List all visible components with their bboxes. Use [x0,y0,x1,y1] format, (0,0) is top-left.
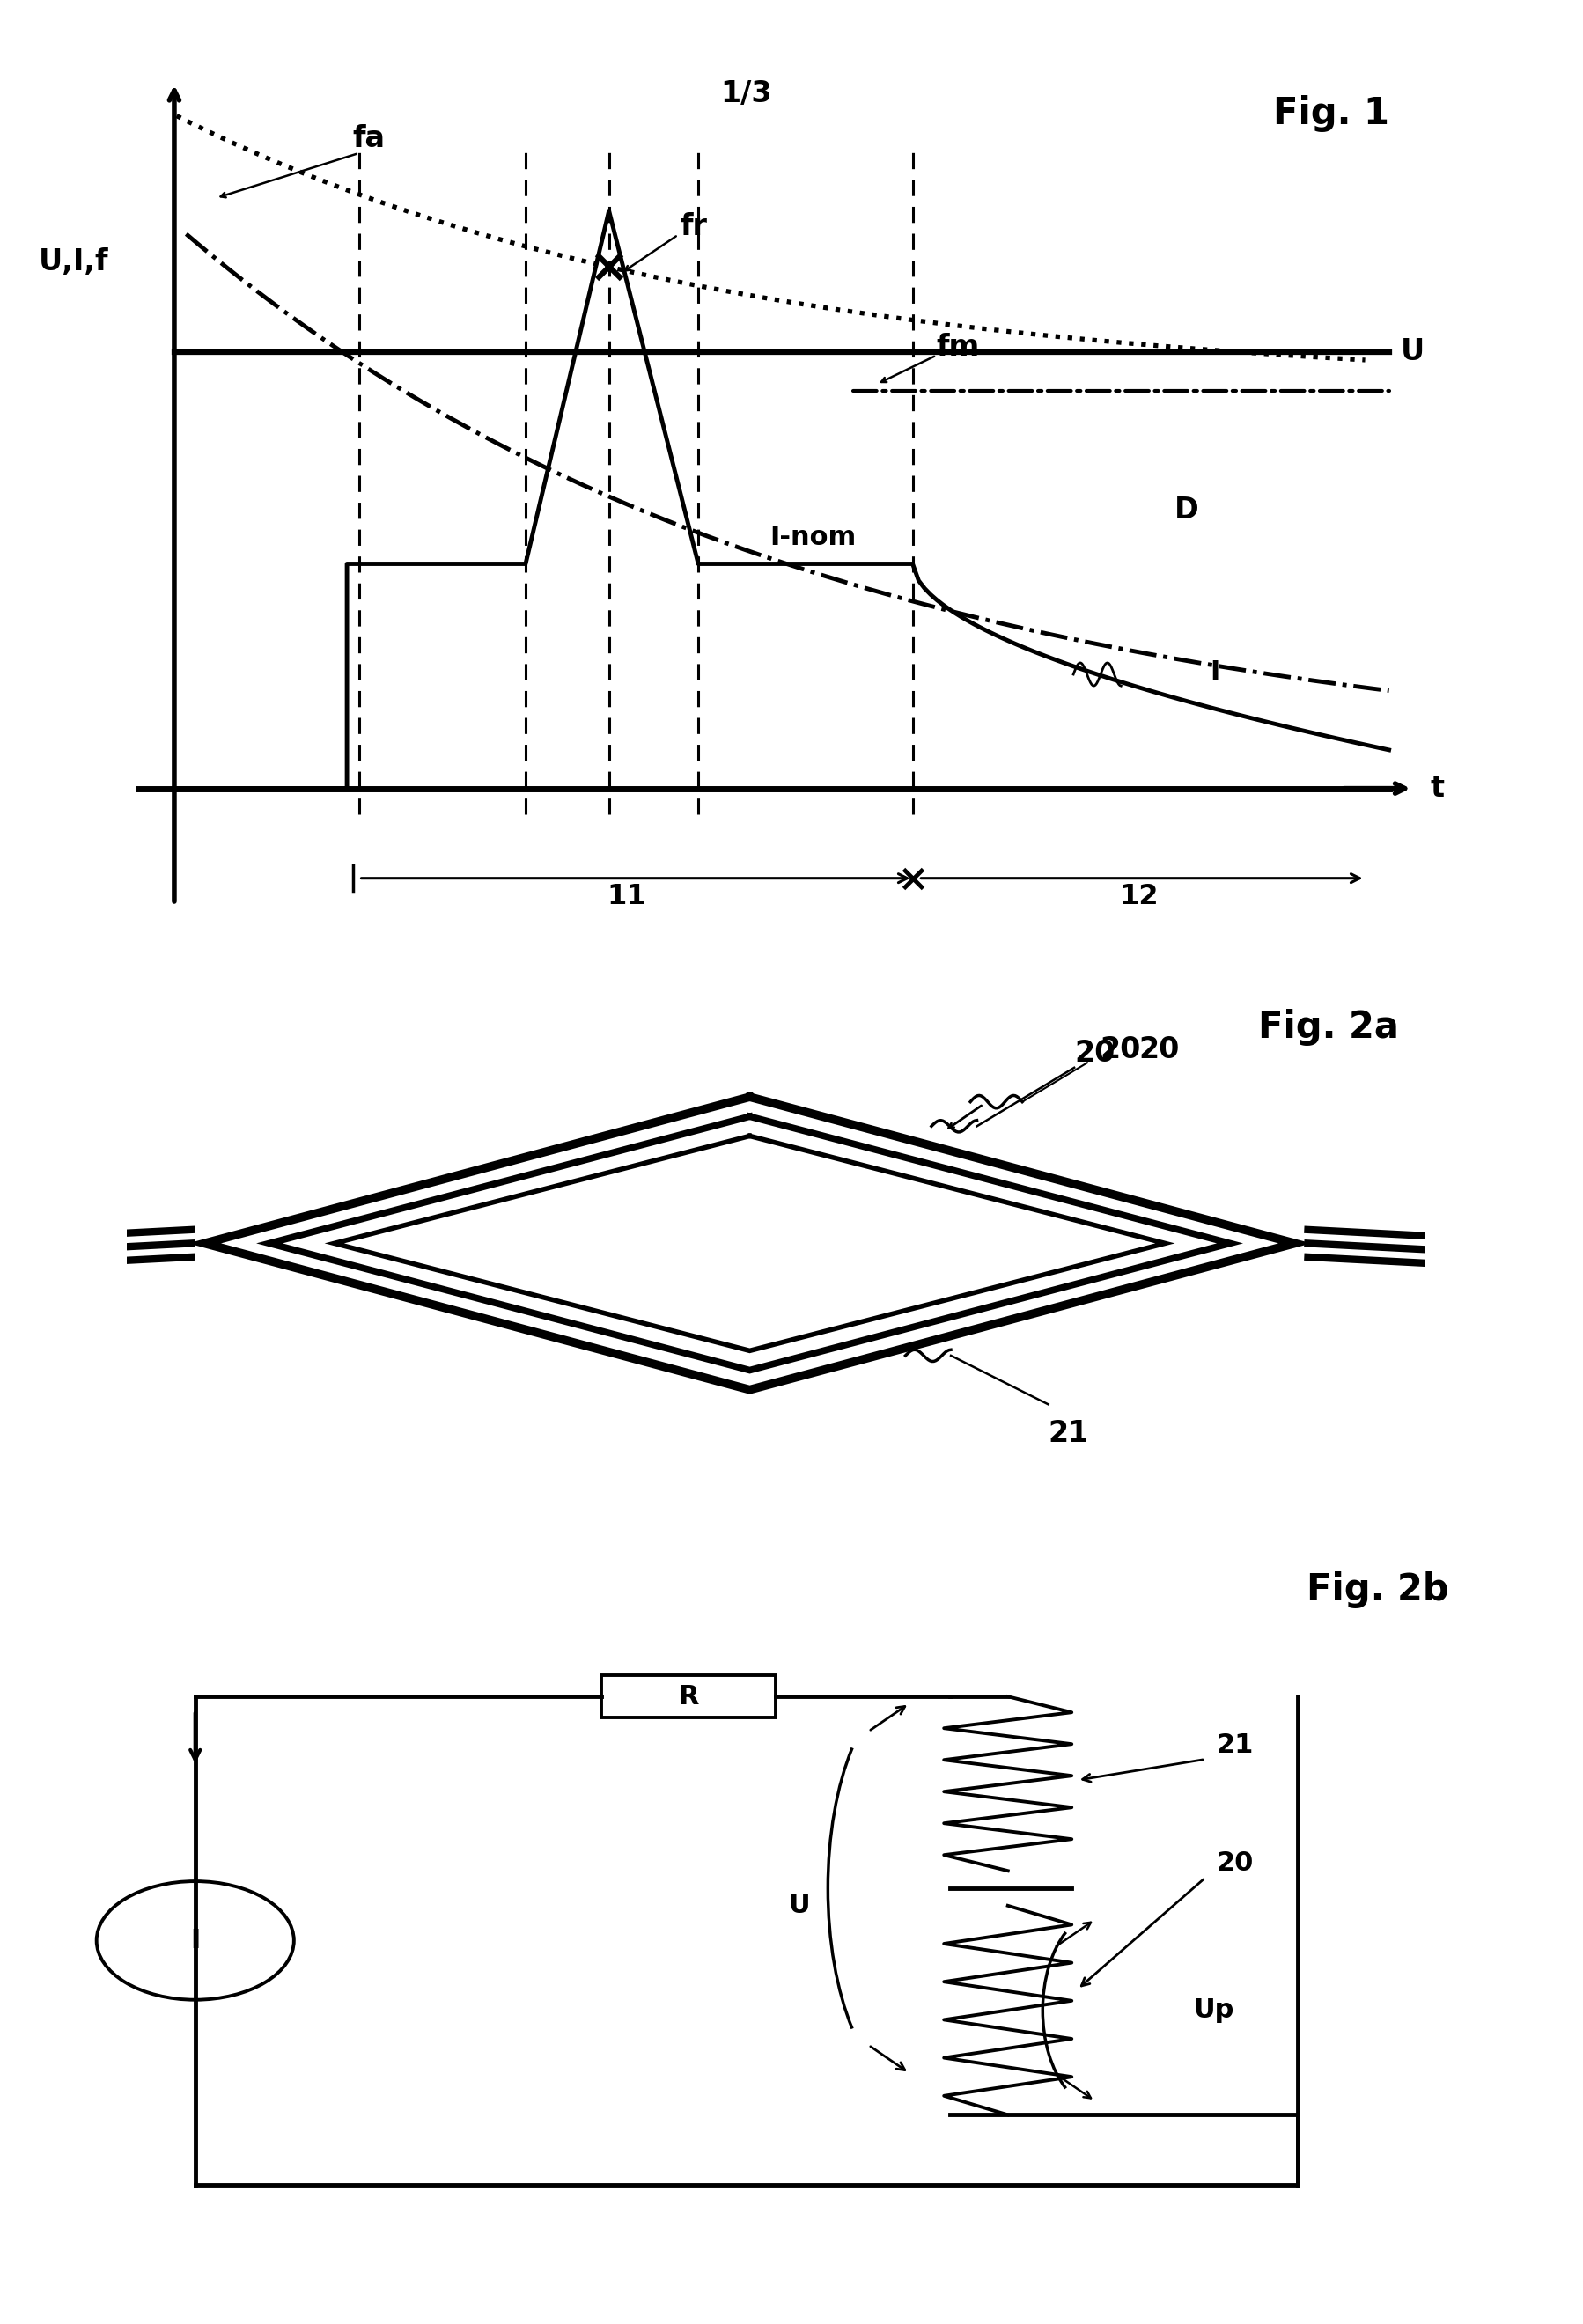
Text: fr: fr [681,211,708,242]
Text: 21: 21 [1217,1731,1254,1757]
Text: I: I [190,1929,199,1952]
Text: fm: fm [937,332,980,363]
Text: 20: 20 [1217,1850,1254,1875]
Text: U,I,f: U,I,f [38,249,109,277]
Text: 11: 11 [608,883,646,911]
Text: I-nom: I-nom [769,525,856,551]
Text: I: I [1211,660,1220,686]
Text: 21: 21 [1048,1420,1089,1448]
Text: U: U [788,1894,810,1917]
Text: Fig. 2b: Fig. 2b [1306,1571,1448,1608]
Text: U: U [1401,337,1425,367]
Text: Fig. 2a: Fig. 2a [1258,1009,1399,1046]
Text: 1/3: 1/3 [720,79,771,107]
Text: 20: 20 [1100,1034,1141,1064]
Bar [602,1676,776,1717]
Text: 12: 12 [1119,883,1159,911]
Text: 20: 20 [1075,1039,1114,1067]
Text: R: R [678,1685,700,1708]
Text: 20: 20 [1140,1034,1179,1064]
Text: D: D [1175,495,1198,525]
Text: t: t [1431,774,1445,804]
Text: fa: fa [353,123,386,153]
Text: Up: Up [1194,1999,1235,2022]
Text: Fig. 1: Fig. 1 [1273,95,1388,132]
